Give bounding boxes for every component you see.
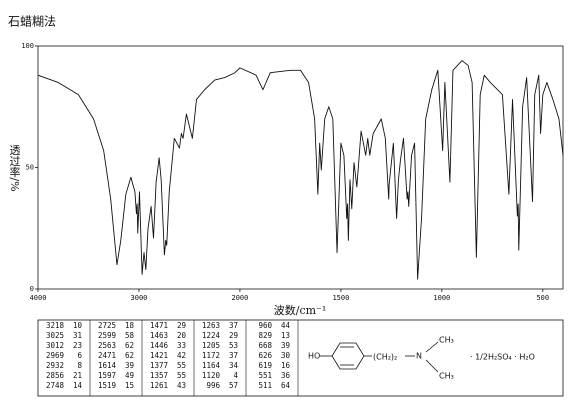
structure-label: · 1/2H₂SO₄ · H₂O [470, 353, 535, 362]
peak-transmittance: 37 [229, 321, 238, 330]
peak-wavenumber: 1446 [150, 341, 169, 350]
peak-wavenumber: 626 [258, 351, 272, 360]
peak-wavenumber: 960 [258, 321, 272, 330]
peak-transmittance: 44 [281, 321, 291, 330]
peak-transmittance: 21 [73, 371, 82, 380]
structure [320, 341, 439, 373]
peak-wavenumber: 1172 [202, 351, 220, 360]
peak-wavenumber: 1164 [202, 361, 221, 370]
peak-wavenumber: 1519 [98, 381, 116, 390]
peak-transmittance: 42 [177, 351, 186, 360]
peak-transmittance: 8 [77, 361, 82, 370]
peak-wavenumber: 1421 [150, 351, 168, 360]
peak-transmittance: 55 [177, 361, 186, 370]
peak-wavenumber: 2856 [46, 371, 65, 380]
peak-transmittance: 34 [229, 361, 239, 370]
peak-transmittance: 36 [281, 371, 291, 380]
peak-transmittance: 39 [125, 361, 134, 370]
peak-wavenumber: 619 [258, 361, 272, 370]
x-tick-label: 4000 [30, 294, 47, 302]
peak-transmittance: 30 [281, 351, 291, 360]
peak-wavenumber: 668 [258, 341, 272, 350]
peak-transmittance: 33 [177, 341, 186, 350]
peak-wavenumber: 1120 [202, 371, 221, 380]
peak-wavenumber: 2725 [98, 321, 116, 330]
peak-wavenumber: 1205 [202, 341, 220, 350]
chart-title: 石蜡糊法 [8, 14, 56, 29]
peak-transmittance: 6 [77, 351, 82, 360]
peak-wavenumber: 1263 [202, 321, 220, 330]
peak-transmittance: 43 [177, 381, 186, 390]
peak-transmittance: 23 [73, 341, 82, 350]
peak-transmittance: 18 [125, 321, 135, 330]
peak-wavenumber: 1357 [150, 371, 168, 380]
peak-transmittance: 4 [233, 371, 238, 380]
structure-label: (CH₂)₂ [373, 353, 397, 362]
peak-wavenumber: 2748 [46, 381, 65, 390]
x-tick-label: 500 [536, 294, 549, 302]
x-axis-label: 波数/cm⁻¹ [274, 304, 327, 317]
peak-transmittance: 31 [73, 331, 82, 340]
peak-wavenumber: 3025 [46, 331, 64, 340]
peak-transmittance: 15 [125, 381, 134, 390]
structure-label: HO [308, 352, 320, 361]
peak-transmittance: 64 [281, 381, 291, 390]
peak-transmittance: 62 [125, 341, 134, 350]
peak-wavenumber: 829 [258, 331, 272, 340]
peak-transmittance: 29 [177, 321, 186, 330]
bond [425, 359, 439, 373]
peak-wavenumber: 2599 [98, 331, 116, 340]
structure-label: N [416, 352, 422, 361]
peak-transmittance: 20 [177, 331, 187, 340]
peak-wavenumber: 1224 [202, 331, 221, 340]
y-tick-label: 100 [21, 42, 34, 50]
peak-transmittance: 57 [229, 381, 238, 390]
peak-transmittance: 49 [125, 371, 134, 380]
y-tick-label: 50 [26, 164, 34, 172]
peak-wavenumber: 1463 [150, 331, 168, 340]
peak-wavenumber: 1597 [98, 371, 116, 380]
peak-transmittance: 37 [229, 351, 238, 360]
peak-wavenumber: 2969 [46, 351, 64, 360]
peak-table-frame [37, 319, 564, 397]
structure-label: CH₃ [439, 372, 454, 381]
x-tick-label: 3000 [131, 294, 148, 302]
bond [425, 341, 439, 353]
peak-wavenumber: 2471 [98, 351, 116, 360]
peak-wavenumber: 551 [258, 371, 272, 380]
peak-transmittance: 29 [229, 331, 238, 340]
peak-transmittance: 14 [73, 381, 83, 390]
peak-transmittance: 55 [177, 371, 186, 380]
x-tick-label: 2000 [231, 294, 248, 302]
peak-transmittance: 62 [125, 351, 134, 360]
x-tick-label: 1500 [332, 294, 349, 302]
peak-transmittance: 39 [281, 341, 290, 350]
peak-wavenumber: 1377 [150, 361, 168, 370]
peak-wavenumber: 1471 [150, 321, 168, 330]
peak-wavenumber: 511 [258, 381, 272, 390]
y-axis-label: 透过率/% [8, 144, 21, 191]
y-tick-label: 0 [30, 285, 34, 293]
peak-transmittance: 58 [125, 331, 135, 340]
peak-wavenumber: 3218 [46, 321, 65, 330]
peak-wavenumber: 2563 [98, 341, 116, 350]
peak-wavenumber: 1614 [98, 361, 117, 370]
peak-wavenumber: 3012 [46, 341, 64, 350]
peak-wavenumber: 1261 [150, 381, 168, 390]
peak-transmittance: 10 [73, 321, 83, 330]
peak-wavenumber: 2932 [46, 361, 64, 370]
plot-frame [37, 45, 564, 290]
x-tick-label: 1000 [433, 294, 450, 302]
structure-label: CH₃ [439, 336, 454, 345]
peak-transmittance: 16 [281, 361, 291, 370]
peak-transmittance: 53 [229, 341, 238, 350]
peak-wavenumber: 996 [206, 381, 220, 390]
spectrum-line [37, 60, 564, 280]
peak-transmittance: 13 [281, 331, 290, 340]
